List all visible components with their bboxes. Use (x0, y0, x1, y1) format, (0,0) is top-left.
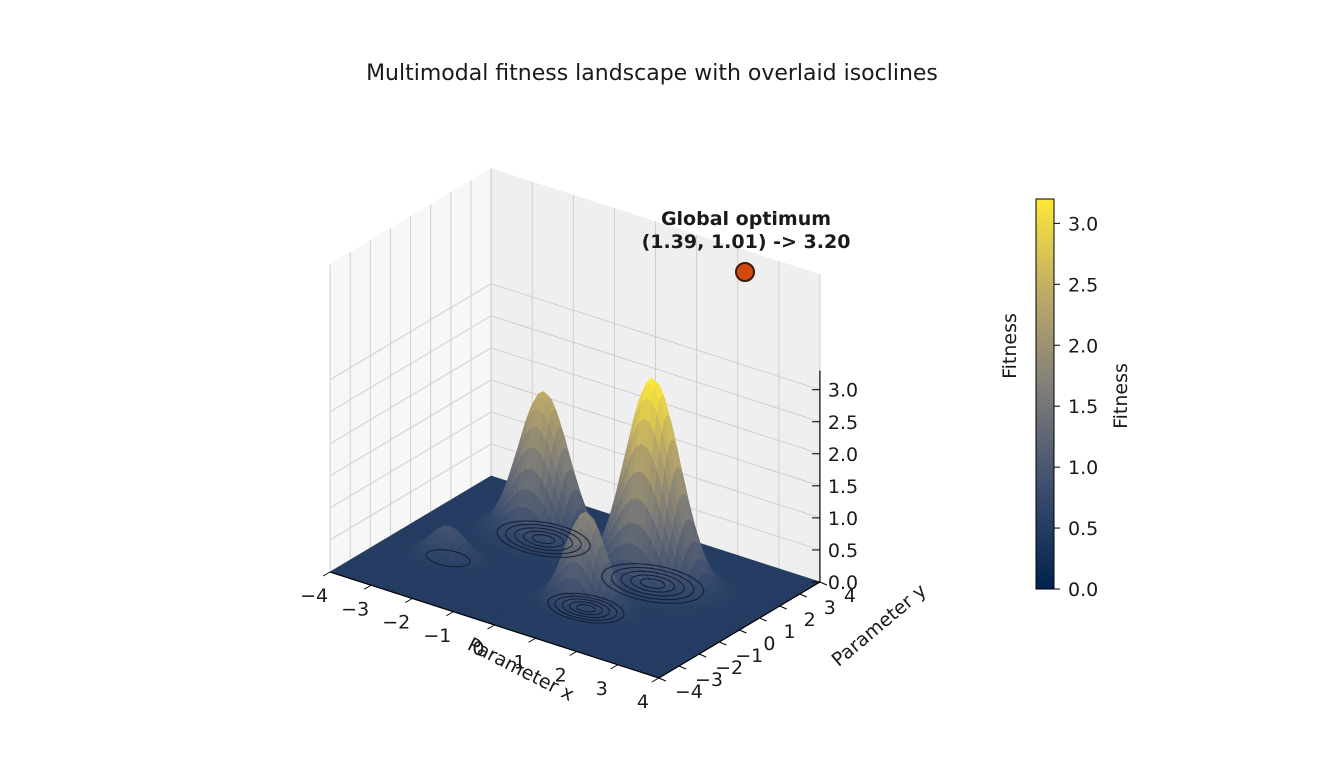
grid-line (490, 283, 821, 391)
isocline (601, 563, 704, 604)
isocline (639, 578, 666, 589)
y-tick-label: −2 (715, 657, 743, 679)
x-tick (363, 584, 372, 590)
isocline (425, 549, 471, 568)
x-tick-label: −4 (300, 585, 328, 607)
colorbar-ticks: 0.0 0.5 1.0 1.5 2.0 2.5 3.0 (1054, 213, 1098, 601)
x-tick-label: 0 (472, 638, 484, 660)
y-tick-label: 3 (824, 597, 836, 619)
grid-line (329, 315, 492, 413)
isocline (568, 601, 603, 616)
isocline (611, 566, 695, 601)
x-tick-label: 4 (637, 691, 649, 713)
x-tick-label: −2 (382, 612, 410, 634)
colorbar-tick-label: 1.0 (1068, 457, 1098, 479)
y-tick-label: −4 (675, 681, 703, 703)
annotation-line-2: (1.39, 1.01) -> 3.20 (642, 231, 851, 253)
grid-line (329, 347, 492, 445)
grid-line (490, 315, 821, 423)
y-tick-label: 1 (783, 621, 795, 643)
colorbar-tick-label: 0.5 (1068, 518, 1098, 540)
isocline (554, 595, 618, 621)
z-tick-label: 2.5 (828, 412, 858, 434)
z-tick-label: 3.0 (828, 380, 858, 402)
isocline (514, 527, 573, 551)
isocline (505, 523, 582, 555)
y-tick (698, 653, 707, 658)
z-tick-label: 0.0 (828, 572, 858, 594)
x-tick-label: −1 (423, 625, 451, 647)
y-tick (819, 581, 828, 586)
colorbar: 0.0 0.5 1.0 1.5 2.0 2.5 3.0 Fitness (1035, 198, 1132, 601)
y-tick-label: −3 (695, 669, 723, 691)
y-tick (678, 665, 687, 670)
x-tick (322, 571, 331, 577)
grid-line (329, 443, 492, 541)
isocline (620, 570, 685, 597)
isocline (576, 604, 596, 613)
isocline (522, 530, 565, 548)
x-tick (610, 664, 619, 670)
grid-line (329, 379, 492, 477)
z-tick-label: 0.5 (828, 540, 858, 562)
colorbar-gradient (1035, 198, 1055, 590)
isocline (547, 592, 625, 624)
z-tick-label: 1.5 (828, 476, 858, 498)
x-tick (446, 611, 454, 617)
isocline (561, 598, 611, 619)
y-tick (799, 593, 807, 598)
y-tick (759, 617, 767, 622)
z-axis-label: Fitness (999, 313, 1021, 379)
colorbar-label: Fitness (1110, 363, 1132, 429)
y-tick-label: 0 (763, 633, 775, 655)
optimum-marker (735, 262, 755, 282)
z-tick-label: 2.0 (828, 444, 858, 466)
colorbar-tick-label: 0.0 (1068, 579, 1098, 601)
isocline (496, 520, 591, 558)
x-tick (487, 624, 495, 630)
x-tick (528, 637, 536, 643)
grid-line (329, 283, 492, 381)
grid-line (329, 411, 492, 509)
colorbar-tick-label: 1.5 (1068, 396, 1098, 418)
annotation-line-1: Global optimum (661, 208, 831, 230)
colorbar-tick-label: 2.0 (1068, 335, 1098, 357)
chart-title: Multimodal fitness landscape with overla… (366, 61, 938, 86)
x-tick (651, 677, 660, 683)
x-tick (569, 651, 577, 656)
fitness-surface (329, 377, 821, 679)
y-tick-label: 4 (844, 585, 856, 607)
y-tick (658, 677, 667, 682)
x-tick-label: 2 (555, 665, 567, 687)
y-tick (779, 605, 787, 610)
y-tick-label: −1 (735, 645, 763, 667)
isocline (531, 534, 556, 545)
y-tick (719, 641, 727, 646)
x-tick (405, 598, 413, 603)
isocline (630, 574, 676, 593)
z-tick-label: 1.0 (828, 508, 858, 530)
x-tick-label: 1 (514, 651, 526, 673)
y-tick (739, 629, 747, 634)
colorbar-tick-label: 3.0 (1068, 213, 1098, 235)
optimum-annotation: Global optimum (1.39, 1.01) -> 3.20 (642, 208, 851, 282)
colorbar-tick-label: 2.5 (1068, 274, 1098, 296)
x-tick-label: 3 (596, 678, 608, 700)
x-tick-label: −3 (341, 598, 369, 620)
y-tick-label: 2 (804, 609, 816, 631)
